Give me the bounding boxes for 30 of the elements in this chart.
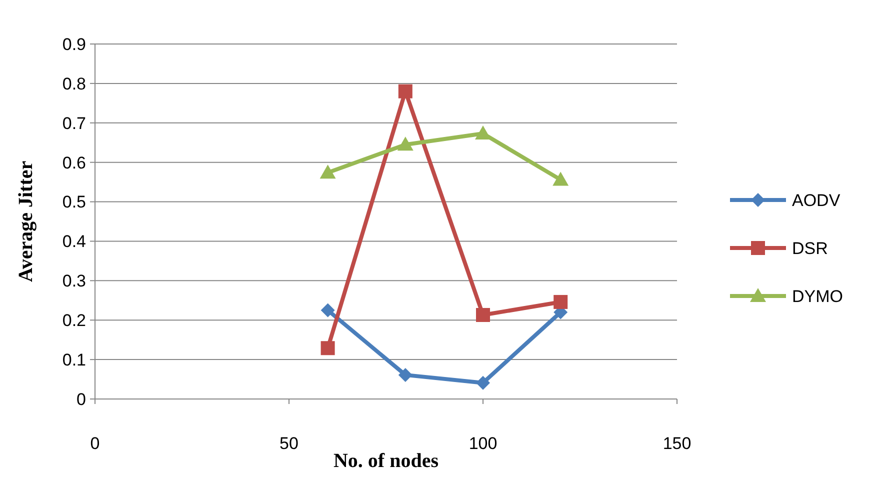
y-tick-label: 0: [76, 390, 86, 409]
y-tick-label: 0.3: [62, 272, 86, 291]
point: [554, 294, 568, 309]
y-axis-title: Average Jitter: [15, 160, 37, 282]
y-tick-label: 0.5: [62, 192, 86, 212]
y-tick-label: 0.6: [62, 153, 86, 172]
x-tick-label: 50: [280, 434, 298, 453]
y-tick-label: 0.2: [62, 311, 86, 330]
point: [397, 136, 414, 151]
x-tick-label: 0: [90, 434, 100, 453]
point: [552, 172, 569, 186]
legend-label: DYMO: [792, 286, 843, 306]
x-tick-label: 150: [662, 434, 692, 453]
y-tick-label: 0.1: [62, 350, 86, 370]
x-axis-title: No. of nodes: [333, 450, 439, 472]
legend-label: DSR: [792, 238, 828, 258]
y-tick-label: 0.4: [62, 232, 86, 252]
y-tick-label: 0.9: [62, 34, 86, 54]
y-tick-label: 0.8: [62, 74, 86, 94]
point: [476, 308, 490, 322]
point: [320, 341, 335, 356]
y-tick-label: 0.7: [62, 114, 86, 133]
point: [398, 84, 412, 98]
point: [398, 368, 412, 382]
point: [476, 376, 490, 390]
legend-label: AODV: [792, 190, 841, 210]
point: [320, 303, 335, 318]
point: [320, 164, 336, 179]
x-tick-label: 100: [468, 434, 498, 453]
point: [475, 126, 491, 140]
